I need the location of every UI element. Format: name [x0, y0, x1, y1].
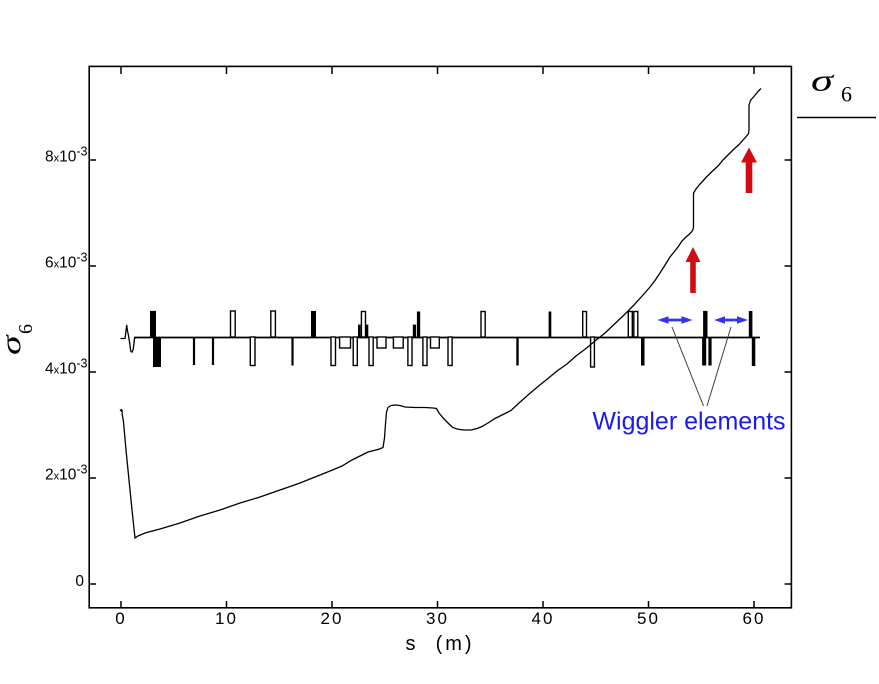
svg-text:40: 40 — [532, 609, 555, 628]
svg-text:8x10-3: 8x10-3 — [45, 145, 88, 166]
svg-text:0: 0 — [115, 609, 126, 628]
svg-text:30: 30 — [426, 609, 449, 628]
svg-text:6x10-3: 6x10-3 — [45, 251, 88, 272]
svg-text:σ: σ — [0, 333, 26, 355]
svg-text:4x10-3: 4x10-3 — [45, 357, 88, 378]
svg-text:2x10-3: 2x10-3 — [45, 463, 88, 484]
svg-text:6: 6 — [841, 82, 852, 107]
svg-text:6: 6 — [15, 324, 37, 334]
svg-text:0: 0 — [75, 573, 84, 590]
svg-text:s (m): s (m) — [405, 633, 474, 655]
svg-text:60: 60 — [743, 609, 766, 628]
svg-text:50: 50 — [637, 609, 660, 628]
svg-text:σ: σ — [811, 63, 835, 98]
svg-text:10: 10 — [215, 609, 238, 628]
svg-text:Wiggler elements: Wiggler elements — [592, 408, 785, 436]
svg-text:20: 20 — [321, 609, 344, 628]
